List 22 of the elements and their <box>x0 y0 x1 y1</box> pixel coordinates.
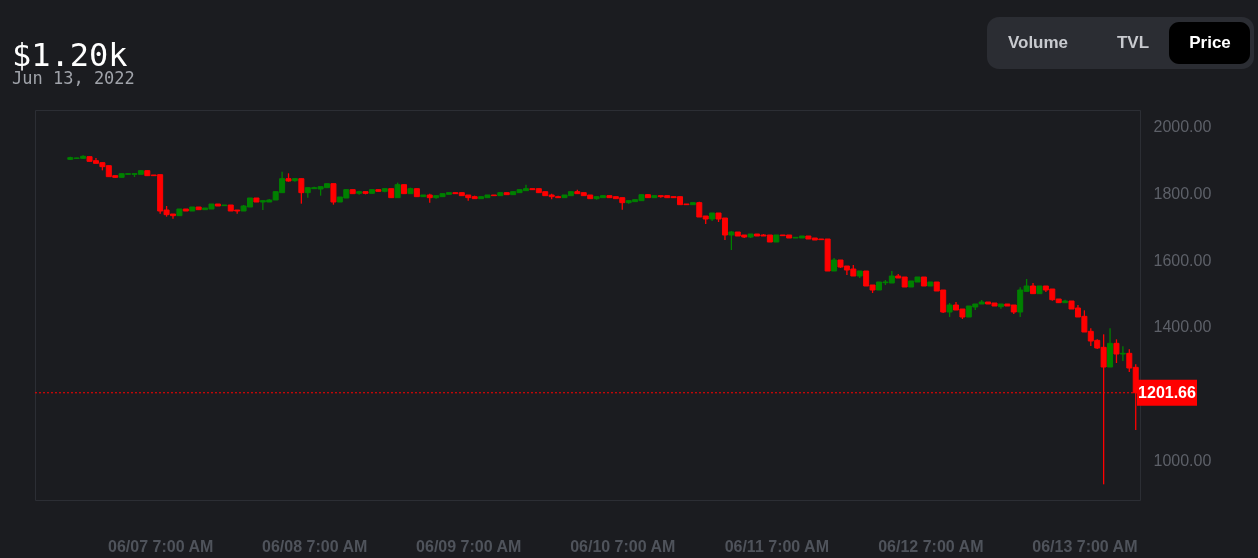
text: TVL <box>1116 33 1150 52</box>
y-tick-label: 1600.00 <box>1153 251 1212 269</box>
candlestick <box>728 230 735 251</box>
y-tick-label: 1000.00 <box>1153 451 1212 469</box>
x-tick-label: 06/07 7:00 AM <box>108 537 214 555</box>
x-tick-label: 06/09 7:00 AM <box>416 537 522 555</box>
x-tick-label: 06/08 7:00 AM <box>262 537 368 555</box>
candlestick <box>1113 338 1120 364</box>
candlestick <box>330 183 337 206</box>
x-tick-label: 06/10 7:00 AM <box>570 537 676 555</box>
x-tick-label: 06/11 7:00 AM <box>724 537 829 555</box>
y-tick-label: 1400.00 <box>1153 318 1212 336</box>
y-tick-label: 2000.00 <box>1153 118 1212 136</box>
text: Volume <box>1007 33 1069 52</box>
x-tick-label: 06/13 7:00 AM <box>1032 537 1138 555</box>
y-tick-label: 1800.00 <box>1153 184 1212 202</box>
candlestick <box>1119 345 1126 362</box>
x-tick-label: 06/12 7:00 AM <box>878 537 984 555</box>
candlestick <box>1107 327 1114 368</box>
text: Price <box>1189 33 1231 52</box>
candlestick <box>298 178 305 205</box>
ref-line-label: 1201.66 <box>1138 383 1197 401</box>
